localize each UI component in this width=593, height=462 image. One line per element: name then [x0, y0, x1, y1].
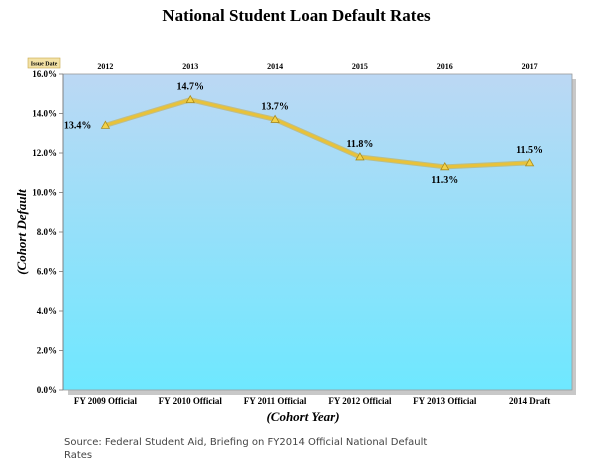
data-label: 14.7% [177, 82, 205, 93]
x-tick-label: FY 2009 Official [74, 396, 138, 406]
issue-date-year: 2015 [352, 62, 368, 71]
issue-date-row: Issue Date 2012 2013 2014 2015 2016 2017 [27, 57, 538, 71]
data-label: 13.4% [64, 120, 92, 131]
plot-area [62, 73, 573, 391]
issue-date-year: 2014 [267, 62, 283, 71]
series-line: 13.4% 14.7% 13.7% 11.8% 11.3% 11.5% [64, 82, 543, 186]
y-tick-label: 12.0% [32, 148, 57, 158]
data-point-marker [100, 120, 111, 129]
x-tick-label: FY 2013 Official [413, 396, 477, 406]
y-tick-label: 8.0% [37, 227, 57, 237]
issue-date-label: Issue Date [31, 62, 58, 68]
data-label: 13.7% [261, 101, 289, 112]
y-tick-label: 0.0% [37, 385, 57, 395]
issue-date-badge [27, 57, 61, 69]
x-tick-label: 2014 Draft [509, 396, 550, 406]
data-point-marker [524, 158, 535, 167]
y-tick-label: 10.0% [32, 188, 57, 198]
data-label: 11.8% [346, 139, 373, 150]
y-tick-label: 6.0% [37, 267, 57, 277]
y-axis: 0.0% 2.0% 4.0% 6.0% 8.0% 10.0% 12.0% 14.0% 16.0% [32, 69, 64, 395]
data-point-marker [270, 114, 280, 123]
data-point-marker [185, 94, 195, 104]
data-label: 11.3% [431, 175, 458, 186]
issue-date-year: 2012 [97, 62, 113, 71]
y-tick-label: 4.0% [37, 306, 57, 316]
x-tick-label: FY 2012 Official [328, 396, 392, 406]
y-axis-label: (Cohort Default [14, 189, 29, 275]
chart-title: National Student Loan Default Rates [162, 6, 431, 25]
source-note: Source: Federal Student Aid, Briefing on… [64, 437, 428, 461]
y-tick-label: 16.0% [32, 69, 57, 79]
y-axis-title: (Cohort Default [14, 189, 29, 275]
x-axis: FY 2009 Official FY 2010 Official FY 2011 … [74, 396, 550, 406]
x-tick-label: FY 2010 Official [159, 396, 223, 406]
x-axis-label: (Cohort Year) [266, 409, 339, 424]
y-tick-label: 14.0% [32, 109, 57, 119]
y-tick-label: 2.0% [37, 346, 57, 356]
x-tick-label: FY 2011 Official [244, 396, 307, 406]
data-point-marker [440, 162, 450, 171]
series-line-path [104, 98, 530, 169]
issue-date-year: 2013 [182, 62, 198, 71]
data-label: 11.5% [516, 145, 543, 156]
data-point-marker [355, 152, 365, 161]
issue-date-year: 2016 [437, 62, 453, 71]
issue-date-year: 2017 [522, 62, 538, 71]
